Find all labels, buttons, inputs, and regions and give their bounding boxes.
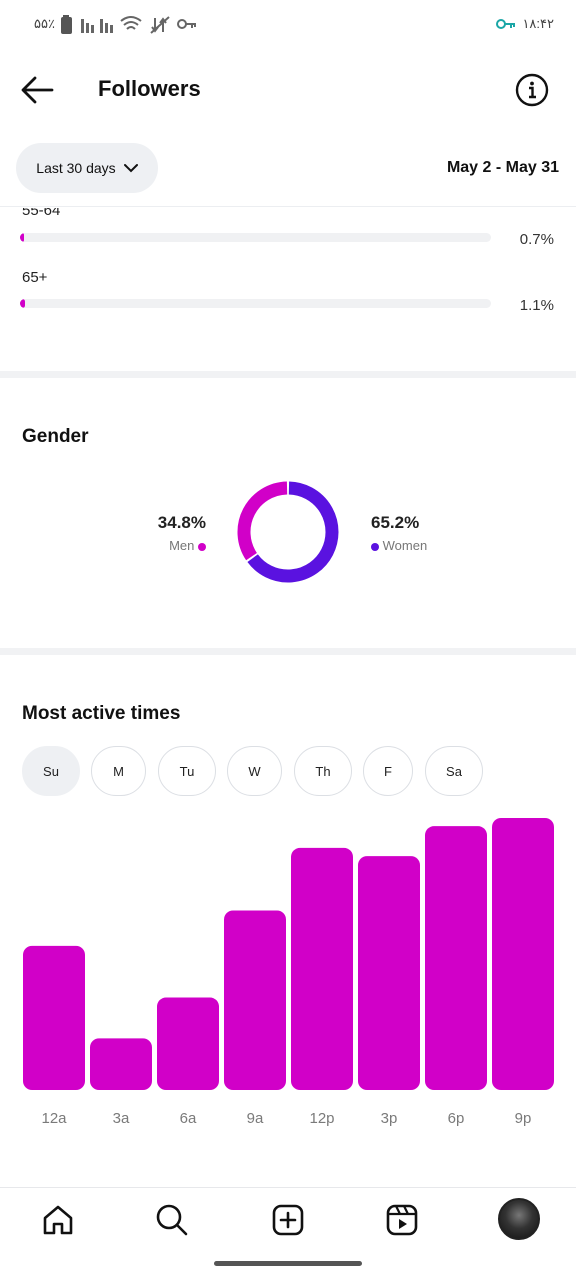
women-legend: Women bbox=[371, 538, 427, 553]
create-button[interactable] bbox=[266, 1198, 310, 1242]
donut-segment-men bbox=[237, 481, 288, 561]
x-tick-label: 9p bbox=[515, 1110, 532, 1127]
men-legend: Men bbox=[120, 538, 206, 553]
age-bar-track bbox=[20, 233, 491, 242]
day-chip-w[interactable]: W bbox=[227, 746, 282, 796]
bar-12p bbox=[291, 847, 353, 1090]
women-legend-dot bbox=[371, 542, 379, 551]
wifi-icon bbox=[120, 16, 142, 30]
bar-9a bbox=[224, 910, 286, 1090]
info-button[interactable] bbox=[514, 72, 550, 108]
reels-button[interactable] bbox=[380, 1198, 424, 1242]
age-bar-track bbox=[20, 299, 491, 308]
date-range-dropdown-label: Last 30 days bbox=[36, 160, 116, 176]
age-percent: 1.1% bbox=[519, 297, 554, 314]
women-label: Women bbox=[382, 538, 428, 553]
x-tick-label: 9a bbox=[247, 1110, 264, 1127]
age-bar-fill bbox=[20, 233, 24, 242]
men-legend-dot bbox=[198, 542, 206, 551]
most-active-title: Most active times bbox=[22, 703, 181, 724]
gender-title: Gender bbox=[22, 426, 89, 447]
men-percent: 34.8% bbox=[157, 513, 206, 532]
bar-3a bbox=[90, 1038, 152, 1090]
battery-percent: ۵۵٪ bbox=[34, 16, 55, 31]
home-button[interactable] bbox=[36, 1198, 80, 1242]
chevron-down-icon bbox=[123, 164, 138, 173]
women-percent: 65.2% bbox=[371, 513, 420, 532]
x-tick-label: 3a bbox=[113, 1110, 130, 1127]
info-icon bbox=[515, 73, 549, 107]
x-tick-label: 3p bbox=[381, 1110, 398, 1127]
section-separator bbox=[0, 371, 576, 378]
home-indicator bbox=[214, 1261, 362, 1266]
section-separator bbox=[0, 648, 576, 655]
arrow-left-icon bbox=[21, 76, 54, 104]
signal-icon bbox=[81, 19, 113, 33]
age-percent: 0.7% bbox=[519, 231, 554, 248]
x-tick-label: 6p bbox=[448, 1110, 465, 1127]
back-button[interactable] bbox=[16, 70, 60, 110]
vpn-key-icon bbox=[496, 19, 515, 29]
day-chip-m[interactable]: M bbox=[91, 746, 146, 796]
gender-donut-chart bbox=[237, 481, 339, 583]
divider bbox=[0, 206, 576, 207]
create-icon bbox=[272, 1204, 304, 1236]
age-bar-fill bbox=[20, 299, 26, 308]
bar-12a bbox=[23, 945, 85, 1090]
date-range-dropdown[interactable]: Last 30 days bbox=[16, 143, 158, 193]
bar-3p bbox=[358, 856, 420, 1090]
battery-icon bbox=[61, 15, 72, 34]
home-icon bbox=[43, 1205, 73, 1235]
day-chip-su[interactable]: Su bbox=[22, 746, 80, 796]
search-button[interactable] bbox=[150, 1198, 194, 1242]
x-tick-label: 6a bbox=[180, 1110, 197, 1127]
men-label: Men bbox=[169, 538, 195, 553]
key-icon bbox=[177, 19, 196, 29]
x-tick-label: 12p bbox=[309, 1110, 334, 1127]
bar-6a bbox=[157, 997, 219, 1090]
bar-6p bbox=[425, 826, 487, 1090]
day-chip-th[interactable]: Th bbox=[294, 746, 352, 796]
status-time: ۱۸:۴۲ bbox=[522, 16, 554, 31]
day-chip-f[interactable]: F bbox=[363, 746, 413, 796]
day-chip-tu[interactable]: Tu bbox=[158, 746, 216, 796]
reels-icon bbox=[386, 1204, 418, 1236]
status-bar: ۵۵٪ ۱۸:۴۲ bbox=[0, 0, 576, 50]
bar-9p bbox=[492, 818, 554, 1090]
page-title: Followers bbox=[98, 76, 201, 101]
age-range-label: 65+ bbox=[22, 269, 48, 286]
search-icon bbox=[156, 1204, 188, 1236]
date-range-text: May 2 - May 31 bbox=[446, 159, 559, 176]
day-chip-sa[interactable]: Sa bbox=[425, 746, 483, 796]
x-tick-label: 12a bbox=[41, 1110, 67, 1127]
most-active-bar-chart: 12a 3a 6a 9a 12p 3p 6p 9p bbox=[23, 818, 554, 1127]
data-off-icon bbox=[150, 16, 170, 34]
age-range-label: 55-64 bbox=[22, 202, 61, 219]
donut-segment-women bbox=[247, 481, 339, 583]
profile-avatar[interactable] bbox=[498, 1198, 540, 1240]
